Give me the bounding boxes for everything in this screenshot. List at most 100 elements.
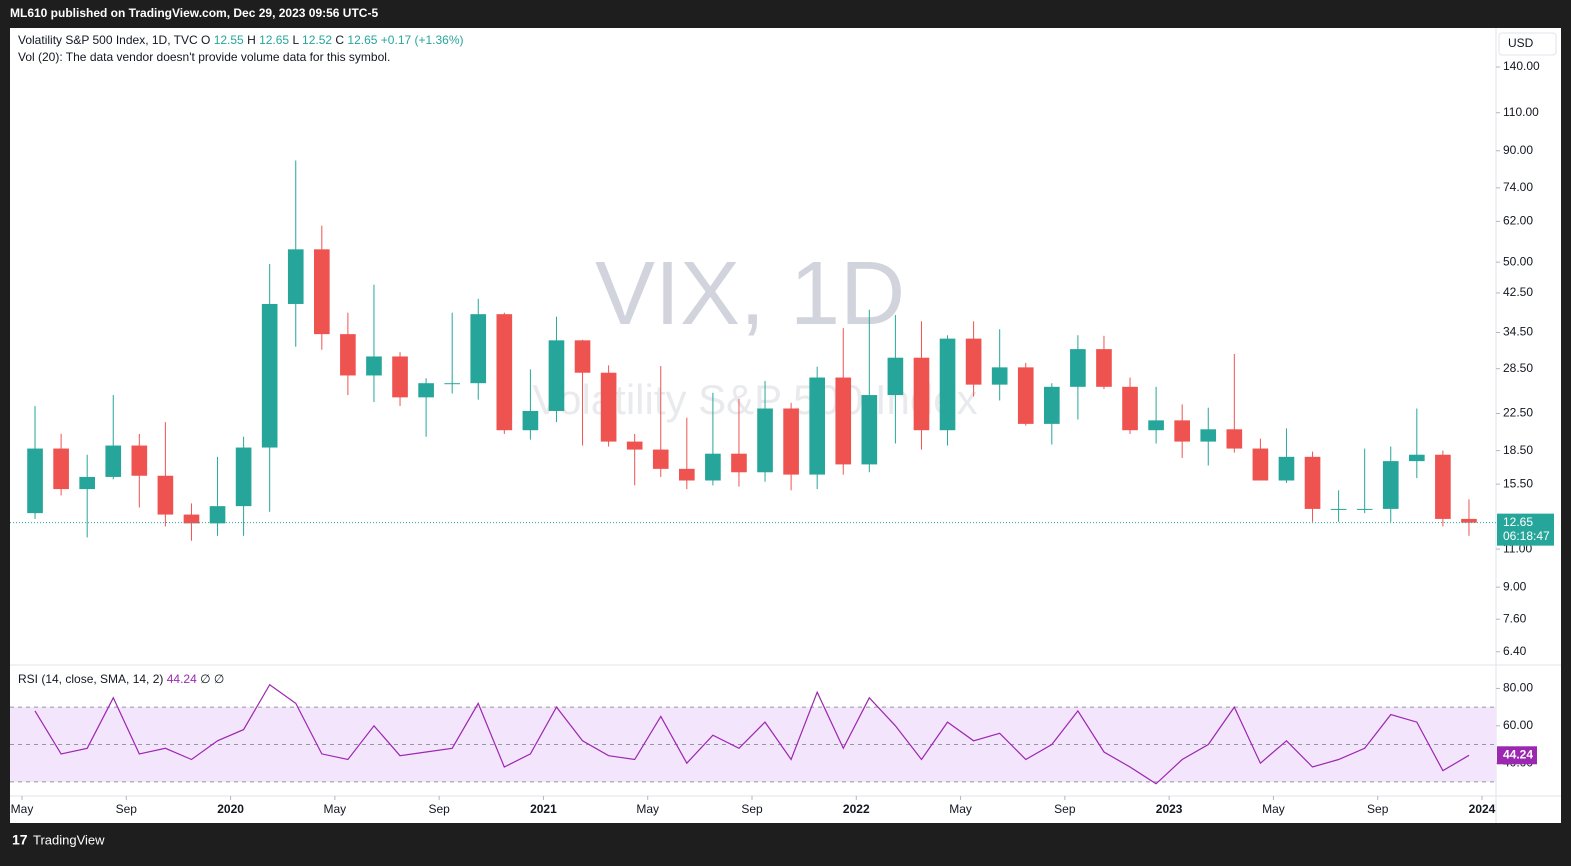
candle-body	[209, 506, 226, 524]
candle-body	[1330, 508, 1347, 510]
candle-body	[1200, 429, 1217, 442]
currency-button[interactable]	[1498, 32, 1557, 56]
candle-body	[261, 303, 278, 448]
legend: Volatility S&P 500 Index, 1D, TVC O 12.5…	[18, 33, 464, 686]
candle-body	[991, 367, 1008, 385]
candle-body	[600, 372, 617, 442]
legend-item: C	[335, 33, 344, 47]
y-tick-label: 50.00	[1503, 254, 1533, 268]
candle-body	[1070, 349, 1086, 387]
candle-body	[1226, 429, 1243, 449]
candle-body	[913, 357, 930, 431]
legend-row: RSI (14, close, SMA, 14, 2) 44.24 ∅ ∅	[18, 672, 224, 686]
bottom-bar	[0, 823, 1571, 861]
x-tick-label: Sep	[741, 802, 763, 816]
brand: TradingView	[33, 832, 105, 847]
candle-body	[731, 453, 747, 473]
legend-item: 12.65	[347, 33, 377, 47]
candle-body	[1278, 456, 1295, 481]
candle-body	[366, 356, 382, 376]
x-tick-label: May	[324, 802, 347, 816]
candle-body	[287, 249, 304, 304]
y-tick-label: 7.60	[1503, 611, 1527, 625]
candle-body	[1044, 386, 1060, 424]
y-tick-label: 6.40	[1503, 644, 1527, 658]
legend-item: Vol (20): The data vendor doesn't provid…	[18, 50, 390, 64]
publish-info: ML610 published on TradingView.com, Dec …	[10, 6, 378, 20]
y-tick-label: 80.00	[1503, 681, 1533, 695]
candle-body	[1461, 518, 1477, 523]
candle-body	[783, 408, 799, 475]
y-tick-label: 74.00	[1503, 180, 1533, 194]
legend-item: +0.17 (+1.36%)	[381, 33, 464, 47]
rsi-last-label: 44.24	[1503, 747, 1533, 761]
candle-body	[1096, 349, 1112, 387]
x-tick-label: Sep	[116, 802, 138, 816]
candle-body	[418, 383, 434, 398]
watermark-subtitle: Volatility S&P 500 Index	[532, 376, 977, 423]
legend-item: H	[247, 33, 256, 47]
candle-body	[1174, 420, 1190, 442]
legend-row: Vol (20): The data vendor doesn't provid…	[18, 50, 390, 64]
legend-item: Volatility S&P 500 Index, 1D, TVC	[18, 33, 198, 47]
candle-body	[53, 448, 69, 490]
brand-logo: 17	[12, 832, 28, 848]
candle-body	[939, 338, 956, 431]
candle-body	[626, 441, 643, 450]
legend-item: ∅ ∅	[200, 672, 224, 686]
x-tick-label: 2022	[843, 802, 870, 816]
x-tick-label: 2023	[1156, 802, 1183, 816]
legend-item: O	[201, 33, 210, 47]
candle-body	[965, 338, 982, 385]
legend-item: 12.65	[259, 33, 289, 47]
candle-body	[470, 314, 487, 384]
x-tick-label: 2024	[1469, 802, 1496, 816]
legend-item: 12.52	[302, 33, 332, 47]
candle-body	[105, 445, 122, 477]
currency[interactable]: USD	[1508, 36, 1534, 50]
y-tick-label: 140.00	[1503, 59, 1540, 73]
legend-item: 12.55	[214, 33, 244, 47]
x-tick-label: May	[636, 802, 659, 816]
candle-body	[679, 468, 695, 481]
candle-body	[496, 314, 513, 431]
candle-body	[1304, 456, 1321, 509]
top-bar	[0, 0, 1571, 28]
last-price-label: 12.65	[1503, 515, 1533, 529]
candle-body	[1356, 508, 1373, 510]
candle-body	[340, 334, 356, 376]
y-tick-label: 60.00	[1503, 718, 1533, 732]
candle-body	[574, 340, 591, 373]
watermark: VIX, 1D	[595, 244, 905, 344]
candle-body	[314, 249, 330, 335]
candle-body	[1017, 367, 1034, 424]
x-tick-label: Sep	[428, 802, 450, 816]
x-tick-label: May	[949, 802, 972, 816]
candle-body	[131, 445, 148, 476]
x-tick-label: Sep	[1054, 802, 1076, 816]
rsi-last-box	[1497, 746, 1537, 765]
candle-body	[1409, 454, 1425, 462]
candle-body	[522, 410, 539, 431]
legend-item: RSI (14, close, SMA, 14, 2)	[18, 672, 163, 686]
candle-body	[79, 476, 95, 490]
candle-body	[1148, 420, 1164, 431]
candle-body	[183, 514, 200, 524]
candle-body	[861, 395, 878, 465]
legend-item: L	[292, 33, 299, 47]
candle-body	[757, 408, 773, 473]
x-tick-label: 2021	[530, 802, 557, 816]
candle-body	[548, 340, 565, 411]
candle-body	[444, 383, 460, 385]
y-tick-label: 62.00	[1503, 214, 1533, 228]
candle-body	[157, 475, 174, 515]
y-tick-label: 34.50	[1503, 325, 1533, 339]
candle-body	[809, 377, 825, 475]
x-tick-label: 2020	[217, 802, 244, 816]
candle-body	[1435, 454, 1451, 519]
candle-body	[1252, 448, 1269, 481]
x-tick-label: May	[11, 802, 34, 816]
x-tick-label: May	[1262, 802, 1285, 816]
